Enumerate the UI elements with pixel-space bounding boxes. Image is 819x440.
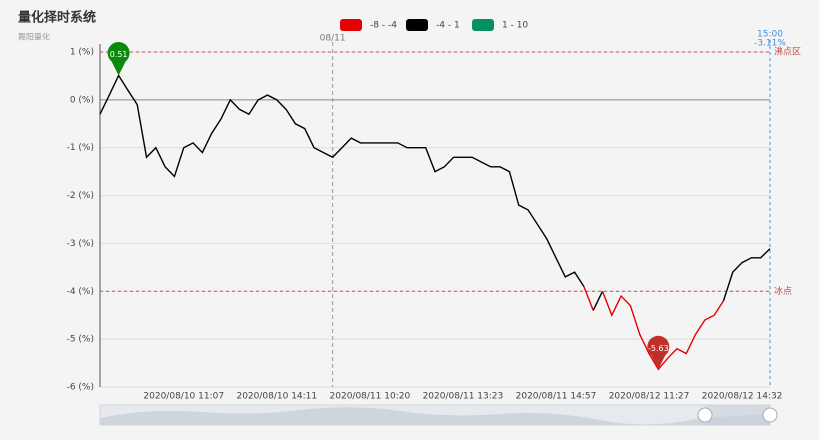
x-tick-label: 2020/08/12 14:32: [702, 392, 783, 402]
chart-subtitle: 舞阳量化: [18, 32, 50, 42]
zoom-preview: [100, 407, 770, 425]
y-tick-label: -2 (%): [67, 191, 94, 201]
x-tick-label: 2020/08/11 10:20: [330, 392, 411, 402]
x-tick-label: 2020/08/10 11:07: [143, 392, 224, 402]
legend-label: -4 - 1: [436, 21, 460, 31]
legend-swatch: [340, 19, 362, 31]
cursor-time: 15:00: [757, 30, 783, 40]
pin-label: -5.63: [648, 344, 669, 353]
x-tick-label: 2020/08/11 13:23: [423, 392, 504, 402]
line-series: [99, 73, 585, 287]
line-series: [722, 248, 771, 302]
y-tick-label: -6 (%): [67, 383, 94, 393]
pin-label: 0.51: [110, 50, 128, 59]
cursor-value: -3.11%: [754, 39, 786, 49]
legend-label: -8 - -4: [370, 21, 397, 31]
pin: [647, 335, 670, 370]
line-series: [583, 286, 594, 311]
zoom-handle[interactable]: [762, 407, 778, 423]
markline-label: 沸点区: [774, 46, 801, 58]
datazoom[interactable]: [99, 404, 778, 426]
y-tick-label: 0 (%): [70, 95, 94, 105]
y-tick-label: -1 (%): [67, 143, 94, 153]
x-tick-label: 2020/08/10 14:11: [236, 392, 317, 402]
y-tick-label: -3 (%): [67, 239, 94, 249]
zoom-window[interactable]: [705, 405, 770, 425]
y-tick-label: -4 (%): [67, 287, 94, 297]
x-tick-label: 2020/08/12 11:27: [609, 392, 690, 402]
legend-swatch: [472, 19, 494, 31]
markline-label: 冰点: [774, 285, 792, 297]
y-tick-label: 1 (%): [70, 48, 94, 58]
x-tick-label: 2020/08/11 14:57: [516, 392, 597, 402]
y-tick-label: -5 (%): [67, 335, 94, 345]
vline-label: 08/11: [320, 34, 346, 44]
chart-title: 量化择时系统: [18, 10, 96, 26]
line-series: [592, 290, 604, 311]
legend-swatch: [406, 19, 428, 31]
pin: [107, 41, 130, 76]
line-series: [601, 291, 725, 371]
legend-label: 1 - 10: [502, 21, 528, 31]
zoom-handle[interactable]: [697, 407, 713, 423]
